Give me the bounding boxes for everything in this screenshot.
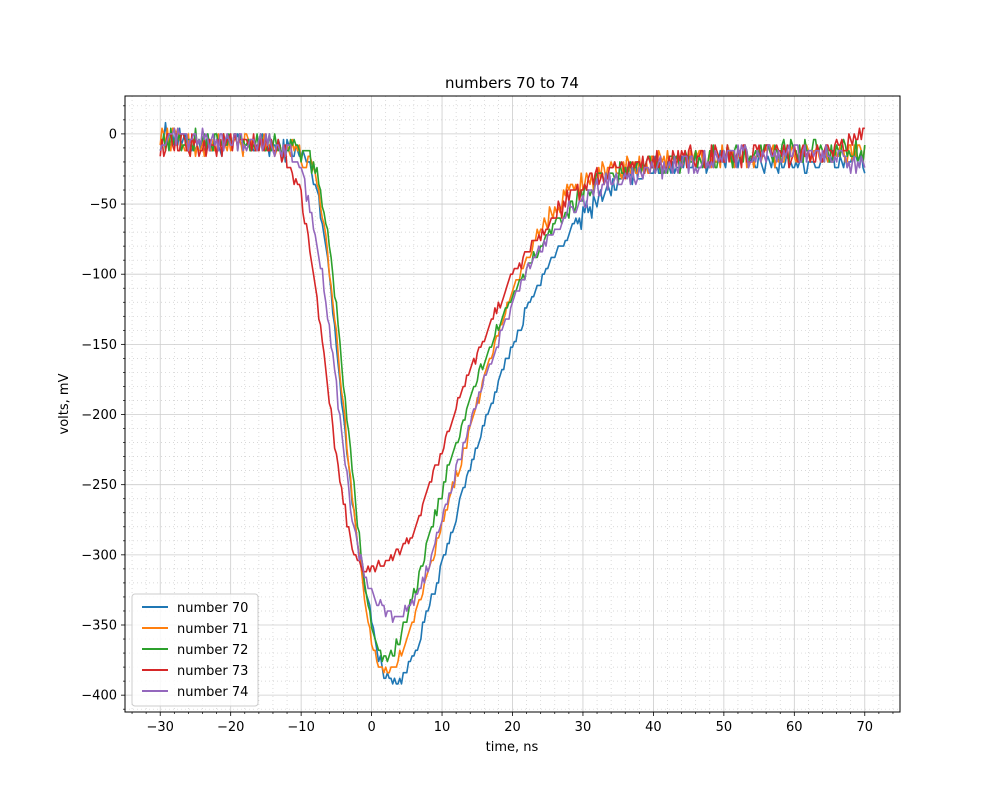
chart-title: numbers 70 to 74 bbox=[445, 74, 579, 92]
legend-box bbox=[131, 593, 259, 707]
x-tick-label: −30 bbox=[147, 720, 174, 735]
x-tick-label: 50 bbox=[716, 720, 733, 735]
y-tick-label: −150 bbox=[81, 338, 117, 353]
y-axis-label: volts, mV bbox=[57, 373, 72, 434]
y-tick-label: −250 bbox=[81, 478, 117, 493]
x-tick-label: −20 bbox=[217, 720, 244, 735]
legend-entry-label: number 73 bbox=[177, 664, 248, 679]
y-tick-label: −300 bbox=[81, 548, 117, 563]
x-tick-label: 10 bbox=[434, 720, 451, 735]
x-tick-label: 60 bbox=[786, 720, 803, 735]
legend-entry-label: number 70 bbox=[177, 601, 248, 616]
x-tick-label: 40 bbox=[645, 720, 662, 735]
series-line-number-74 bbox=[159, 127, 866, 624]
series-lines bbox=[159, 121, 866, 685]
legend-entry-label: number 72 bbox=[177, 643, 248, 658]
x-tick-label: 30 bbox=[575, 720, 592, 735]
x-tick-label: 20 bbox=[504, 720, 521, 735]
legend: number 70 number 71 number 72 number 73 numb… bbox=[131, 593, 259, 707]
legend-entry-label: number 74 bbox=[177, 685, 248, 700]
y-tick-label: −400 bbox=[81, 689, 117, 704]
legend-entry-label: number 71 bbox=[177, 622, 248, 637]
y-tick-label: −50 bbox=[90, 198, 117, 213]
x-axis: −30 −20 −10 0 10 20 30 40 50 60 70 bbox=[131, 712, 894, 735]
y-tick-label: −100 bbox=[81, 268, 117, 283]
x-tick-label: −10 bbox=[287, 720, 314, 735]
y-tick-label: 0 bbox=[109, 127, 117, 142]
x-tick-label: 70 bbox=[856, 720, 873, 735]
y-axis: 0 −50 −100 −150 −200 −250 −300 −350 −400 bbox=[81, 105, 125, 710]
y-tick-label: −200 bbox=[81, 408, 117, 423]
x-axis-label: time, ns bbox=[486, 740, 539, 755]
x-tick-label: 0 bbox=[367, 720, 375, 735]
y-tick-label: −350 bbox=[81, 619, 117, 634]
